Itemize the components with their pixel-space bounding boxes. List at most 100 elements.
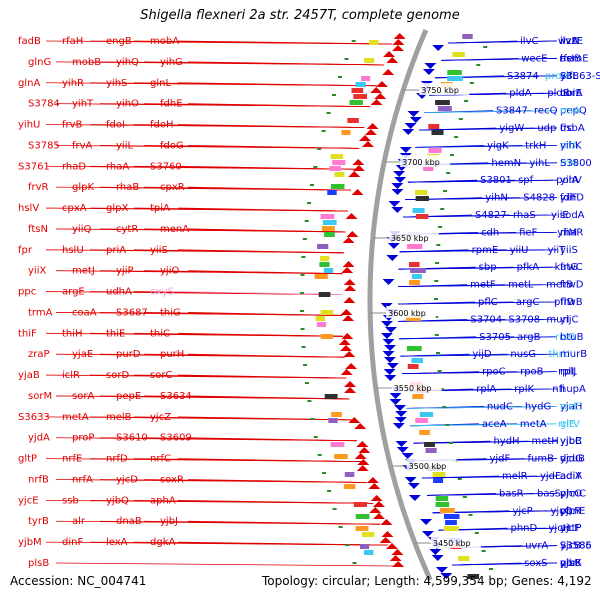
- track-dot: [448, 442, 453, 444]
- gene-label: dnaB: [116, 516, 142, 527]
- gene-label: trmA: [28, 307, 53, 318]
- gene-label: sorA: [72, 391, 94, 402]
- right-strand-feature: [382, 351, 395, 357]
- gene-label: menA: [160, 224, 189, 235]
- right-strand-feature: [404, 477, 417, 483]
- gene-label: thiC: [150, 328, 170, 339]
- gene-label: dinF: [62, 537, 83, 548]
- right-strand-feature: [402, 129, 415, 135]
- gene-label: yjcE: [18, 495, 39, 506]
- left-strand-feature: [380, 519, 393, 525]
- leader-line: [177, 374, 347, 379]
- gene-label: rrsA: [560, 106, 580, 117]
- gene-label: nusG: [510, 349, 536, 360]
- gene-label: udhA: [106, 287, 132, 298]
- right-strand-feature: [382, 279, 395, 285]
- right-strand-feature: [396, 447, 409, 453]
- gene-label: yjdF: [489, 454, 510, 465]
- left-strand-feature: [348, 171, 361, 177]
- gene-label: rrlA: [560, 158, 578, 169]
- track-block: [314, 274, 328, 279]
- right-strand-feature: [395, 441, 408, 447]
- right-strand-feature: [383, 369, 396, 375]
- gene-label: mobA: [150, 36, 179, 47]
- leader-line: [398, 284, 558, 287]
- scale-label: 3450 kbp: [433, 539, 471, 548]
- leader-line: [400, 353, 558, 357]
- leader-line: [55, 562, 397, 567]
- right-strand-feature: [391, 207, 404, 213]
- gene-label: sorD: [106, 370, 129, 381]
- track-block: [406, 244, 423, 249]
- track-dot: [434, 298, 439, 300]
- track-block: [343, 484, 356, 489]
- track-dot: [436, 244, 441, 246]
- leader-line: [177, 124, 365, 128]
- track-block: [435, 496, 449, 501]
- leader-line: [424, 110, 558, 113]
- gene-label: yjdG: [560, 454, 583, 465]
- track-block: [355, 82, 366, 87]
- right-strand-feature: [394, 405, 407, 411]
- left-strand-feature: [366, 477, 379, 483]
- gene-label: phnC: [560, 488, 586, 499]
- track-block: [369, 40, 379, 45]
- gene-label: metA: [62, 412, 89, 423]
- track-dot: [352, 562, 357, 564]
- gene-label: nrfD: [106, 454, 128, 465]
- track-block: [364, 550, 374, 555]
- gene-label: yihR: [62, 78, 84, 89]
- gene-label: ilvA: [560, 36, 578, 47]
- track-dot: [301, 346, 306, 348]
- gene-label: aphA: [150, 495, 176, 506]
- leader-line: [408, 179, 558, 183]
- left-strand-feature: [343, 351, 356, 357]
- gene-label: wecE: [521, 53, 547, 64]
- gene-label: S3708: [508, 314, 540, 325]
- left-strand-feature: [351, 189, 364, 195]
- track-block: [415, 418, 429, 423]
- gene-label: plsB: [560, 558, 581, 569]
- gene-label: hydG: [525, 401, 551, 412]
- gene-label: proM: [545, 71, 570, 82]
- gene-label: fdoG: [160, 140, 184, 151]
- leader-line: [177, 499, 374, 504]
- track-block: [321, 226, 335, 231]
- gene-label: yjaE: [72, 349, 93, 360]
- gene-label: rplJ: [560, 367, 576, 378]
- gene-label: S3801: [480, 175, 512, 186]
- track-block: [344, 472, 355, 477]
- track-block: [361, 76, 371, 81]
- gene-label: nrfA: [72, 474, 93, 485]
- gene-label: yijD: [472, 349, 491, 360]
- track-dot: [303, 364, 308, 366]
- gene-label: rhaB: [116, 182, 139, 193]
- left-strand-feature: [354, 453, 367, 459]
- gene-label: S3704: [470, 314, 502, 325]
- track-dot: [435, 352, 440, 354]
- track-block: [347, 118, 359, 123]
- gene-label: yihT: [72, 99, 94, 110]
- gene-label: qor: [560, 558, 577, 569]
- right-strand-feature: [399, 147, 412, 153]
- leader-line: [187, 520, 381, 525]
- gene-label: yjiO: [160, 266, 179, 277]
- gene-label: polA: [556, 175, 578, 186]
- leader-line: [187, 395, 350, 400]
- gene-label: yjbM: [18, 537, 42, 548]
- gene-label: rrsB: [555, 332, 575, 343]
- left-strand-feature: [379, 537, 392, 543]
- track-block: [323, 268, 334, 273]
- right-strand-feature: [386, 255, 399, 261]
- left-strand-feature: [369, 507, 382, 513]
- left-strand-feature: [342, 237, 355, 243]
- leader-line: [452, 562, 558, 566]
- track-dot: [313, 436, 318, 438]
- gene-label: S3847: [496, 106, 528, 117]
- gene-label: yiiM: [557, 227, 577, 238]
- gene-label: dcuB: [560, 454, 585, 465]
- gene-label: frvA: [72, 140, 93, 151]
- gene-label: rhaS: [513, 210, 536, 221]
- gene-label: asIB: [560, 53, 581, 64]
- gene-label: yiiX: [28, 266, 46, 277]
